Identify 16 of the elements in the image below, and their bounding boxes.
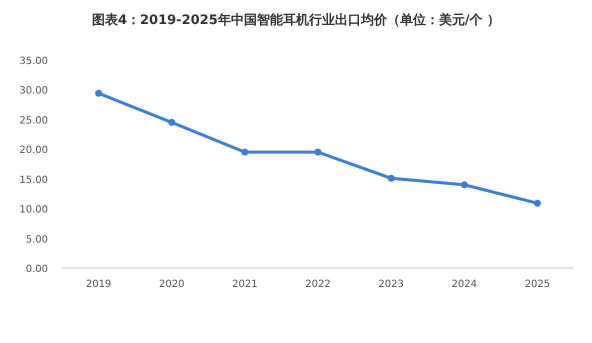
ytick: 10.00 bbox=[19, 204, 48, 216]
xtick: 2025 bbox=[524, 279, 550, 290]
ytick: 0.00 bbox=[26, 264, 48, 275]
ytick: 25.00 bbox=[19, 115, 48, 126]
ytick: 20.00 bbox=[19, 145, 48, 156]
title: 图表4：2019-2025年中国智能耳机行业出口均价（单位：美元/个 ） bbox=[92, 13, 500, 28]
ytick: 35.00 bbox=[19, 56, 48, 67]
xtick: 2022 bbox=[305, 279, 331, 290]
xtick: 2024 bbox=[452, 279, 477, 290]
xtick: 2020 bbox=[159, 279, 184, 290]
xtick: 2021 bbox=[232, 279, 258, 290]
ytick: 30.00 bbox=[19, 86, 48, 97]
xtick: 2019 bbox=[86, 279, 112, 290]
ytick: 15.00 bbox=[19, 174, 48, 186]
ytick: 5.00 bbox=[26, 234, 48, 246]
xtick: 2023 bbox=[378, 279, 404, 290]
